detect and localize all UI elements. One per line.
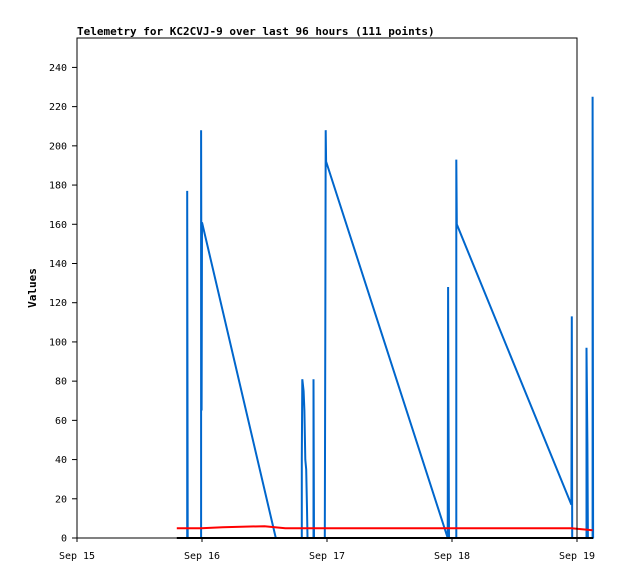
y-tick-label: 100	[49, 337, 67, 348]
x-tick-label: Sep 15	[59, 551, 95, 562]
series-line-0	[186, 96, 595, 539]
x-tick-label: Sep 16	[184, 551, 220, 562]
y-tick-label: 160	[49, 220, 67, 231]
y-tick-label: 80	[55, 377, 67, 388]
y-tick-label: 120	[49, 298, 67, 309]
chart-title: Telemetry for KC2CVJ-9 over last 96 hour…	[77, 25, 435, 38]
y-tick-label: 40	[55, 455, 67, 466]
y-tick-label: 220	[49, 102, 67, 113]
x-tick-label: Sep 19	[559, 551, 595, 562]
y-tick-label: 140	[49, 259, 67, 270]
y-tick-label: 0	[61, 534, 67, 545]
plot-frame	[76, 37, 578, 539]
x-tick-label: Sep 17	[309, 551, 345, 562]
y-tick-label: 180	[49, 181, 67, 192]
series-line-1	[176, 525, 593, 532]
y-ticks: 0 20 40 60 80 100 120 140 160 180 200 220 240	[49, 63, 77, 545]
y-tick-label: 20	[55, 494, 67, 505]
series-layer	[176, 96, 595, 539]
x-tick-label: Sep 18	[434, 551, 470, 562]
y-tick-label: 240	[49, 63, 67, 74]
y-tick-label: 200	[49, 141, 67, 152]
y-axis-label: Values	[26, 268, 39, 308]
y-tick-label: 60	[55, 416, 67, 427]
x-ticks: Sep 15 Sep 16 Sep 17 Sep 18 Sep 19	[59, 538, 595, 562]
